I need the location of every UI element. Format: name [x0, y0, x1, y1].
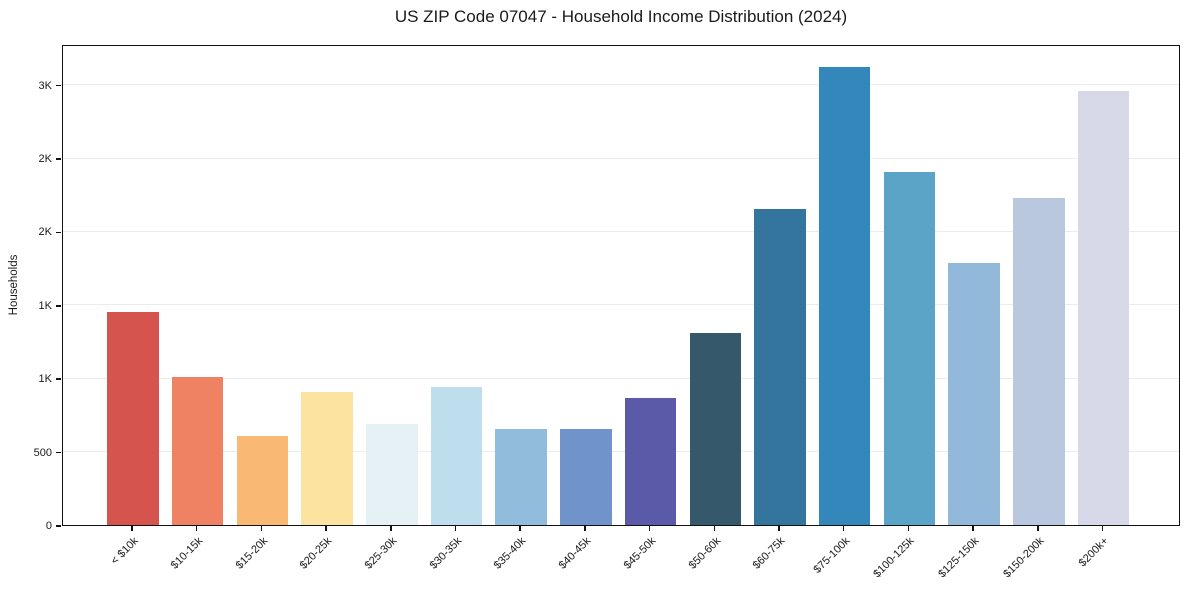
bar-$50-60k	[689, 333, 742, 525]
gridline-500	[63, 451, 1179, 453]
x-tick-mark-$10-15k	[195, 526, 198, 531]
bar-$100-125k	[883, 172, 936, 525]
y-tick-mark-0	[56, 525, 61, 527]
x-tick-mark-$200k+	[1101, 526, 1104, 531]
bar-$75-100k	[818, 67, 871, 525]
gridline-2500	[63, 157, 1179, 159]
x-tick-label-$50-60k: $50-60k	[686, 535, 723, 572]
y-tick-label-2000: 2K	[38, 226, 52, 239]
bar-$45-50k	[624, 398, 677, 525]
x-tick-label-$40-45k: $40-45k	[556, 535, 594, 572]
x-tick-mark-$25-30k	[390, 526, 392, 531]
bar-$150-200k	[1013, 198, 1065, 525]
gridline-1000	[63, 377, 1179, 379]
bar-$30-35k	[430, 387, 483, 525]
x-tick-mark-$35-40k	[519, 526, 521, 531]
gridline-3000	[63, 84, 1179, 86]
x-tick-label-$75-100k: $75-100k	[811, 535, 853, 576]
bar-$125-150k	[948, 263, 1000, 525]
y-tick-label-0: 0	[45, 520, 52, 532]
x-tick-label-$200k+: $200k+	[1076, 535, 1111, 570]
bar-$40-45k	[560, 428, 612, 525]
y-tick-label-1000: 1K	[38, 373, 52, 386]
x-tick-label-< $10k: < $10k	[108, 535, 141, 568]
bar-$25-30k	[366, 423, 418, 525]
x-tick-label-$150-200k: $150-200k	[1001, 535, 1047, 581]
x-tick-mark-$15-20k	[260, 526, 263, 531]
x-tick-mark-$45-50k	[648, 526, 651, 531]
x-tick-label-$10-15k: $10-15k	[168, 535, 206, 572]
x-tick-mark-$75-100k	[842, 526, 845, 531]
x-tick-label-$20-25k: $20-25k	[297, 535, 335, 572]
x-tick-label-$60-75k: $60-75k	[750, 535, 788, 572]
y-tick-label-2500: 2K	[38, 153, 52, 166]
x-tick-label-$25-30k: $25-30k	[362, 535, 400, 572]
gridline-2000	[63, 230, 1179, 232]
y-tick-mark-2000	[56, 231, 61, 234]
bar-$10-15k	[171, 376, 224, 525]
y-tick-mark-1500	[56, 305, 61, 307]
x-tick-mark-$30-35k	[454, 526, 457, 531]
x-tick-mark-$100-125k	[907, 526, 910, 531]
y-tick-label-1500: 1K	[38, 299, 52, 312]
y-tick-mark-500	[56, 451, 61, 454]
x-tick-label-$100-125k: $100-125k	[871, 535, 917, 581]
x-tick-mark-$20-25k	[325, 526, 327, 531]
x-tick-mark-$40-45k	[584, 526, 586, 531]
y-tick-label-3000: 3K	[38, 79, 52, 92]
y-tick-mark-1000	[56, 378, 61, 380]
chart-title: US ZIP Code 07047 - Household Income Dis…	[394, 7, 848, 26]
x-tick-label-$45-50k: $45-50k	[621, 535, 659, 572]
bar-$60-75k	[754, 209, 806, 525]
x-tick-mark-$50-60k	[713, 526, 716, 531]
x-tick-label-$15-20k: $15-20k	[233, 535, 270, 572]
x-tick-mark-$150-200k	[1037, 526, 1039, 531]
x-tick-mark-$60-75k	[778, 526, 780, 531]
bar-$15-20k	[236, 436, 289, 525]
y-tick-label-500: 500	[33, 446, 52, 459]
y-tick-mark-3000	[56, 84, 61, 87]
x-tick-label-$35-40k: $35-40k	[492, 535, 529, 572]
x-tick-mark-< $10k	[131, 526, 133, 531]
bar-$20-25k	[301, 392, 353, 525]
x-tick-label-$125-150k: $125-150k	[936, 535, 982, 581]
x-tick-mark-$125-150k	[972, 526, 974, 531]
bar-< $10k	[107, 312, 159, 525]
bar-$200k+	[1077, 90, 1130, 525]
bar-$35-40k	[495, 428, 547, 525]
x-tick-label-$30-35k: $30-35k	[427, 535, 464, 572]
y-tick-mark-2500	[56, 158, 61, 160]
plot-area	[62, 45, 1180, 526]
gridline-1500	[63, 304, 1179, 306]
